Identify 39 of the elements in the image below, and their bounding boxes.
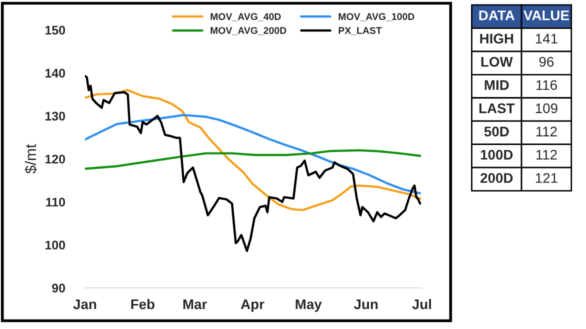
- line-series: [84, 114, 422, 194]
- data-label: 96: [539, 56, 554, 67]
- category-label: 100D: [480, 150, 513, 160]
- data-label: 141: [536, 34, 558, 44]
- data-label: 112: [536, 126, 557, 136]
- line-series: [84, 149, 422, 170]
- x-tick-label: Apr: [240, 299, 264, 312]
- line-series: [84, 89, 422, 212]
- y-tick-label: 110: [46, 198, 66, 207]
- category-label: LAST: [479, 103, 515, 114]
- text: DATA: [479, 10, 515, 20]
- category-label: 200D: [480, 173, 513, 183]
- x-tick-label: May: [296, 299, 322, 312]
- y-tick-label: 140: [45, 68, 66, 78]
- category-label: 50D: [484, 126, 509, 136]
- y-tick-label: 90: [52, 284, 66, 293]
- y-tick-label: 150: [45, 26, 66, 35]
- y-tick-label: 120: [45, 154, 66, 164]
- x-tick-label: Jun: [354, 299, 378, 310]
- x-tick-label: Feb: [131, 298, 154, 310]
- data-label: 116: [536, 80, 557, 90]
- line-series: [84, 74, 422, 252]
- category-label: LOW: [481, 56, 513, 67]
- x-tick-label: Mar: [183, 299, 207, 310]
- category-label: MID: [484, 80, 509, 90]
- legend-label: MOV_AVG_40D: [210, 13, 281, 22]
- data-label: 112: [536, 150, 557, 160]
- legend-label: PX_LAST: [338, 27, 382, 36]
- text: VALUE: [524, 10, 569, 20]
- y-tick-label: 130: [45, 112, 66, 121]
- x-tick-label: Jan: [73, 299, 96, 310]
- data-label: 121: [536, 173, 558, 183]
- legend-label: MOV_AVG_200D: [210, 27, 286, 36]
- data-label: 109: [536, 103, 558, 114]
- x-tick-label: Jul: [412, 298, 431, 310]
- category-label: HIGH: [480, 34, 514, 44]
- y-tick-label: 100: [45, 240, 66, 250]
- y-axis-title: $/mt: [24, 144, 38, 174]
- legend-label: MOV_AVG_100D: [338, 13, 414, 22]
